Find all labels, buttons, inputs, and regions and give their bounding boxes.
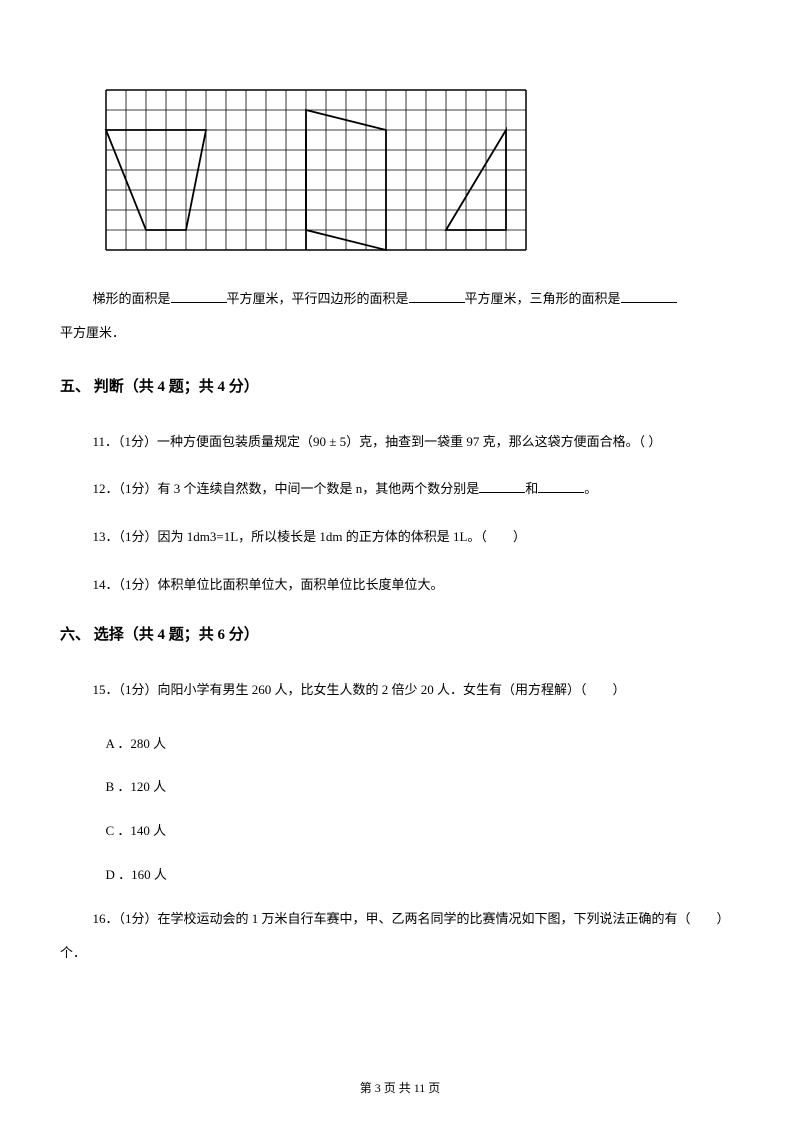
blank-parallelogram <box>409 290 465 303</box>
question-14: 14．（1分）体积单位比面积单位大，面积单位比长度单位大。 <box>60 568 740 602</box>
option-d: D ．160 人 <box>106 858 741 892</box>
fill-mid2: 平方厘米，三角形的面积是 <box>465 291 621 306</box>
question-13: 13．（1分）因为 1dm3=1L，所以棱长是 1dm 的正方体的体积是 1L。… <box>60 520 740 554</box>
blank-trapezoid <box>171 290 227 303</box>
section-5-header: 五、 判断（共 4 题；共 4 分） <box>60 368 740 407</box>
question-16: 16．（1分）在学校运动会的 1 万米自行车赛中，甲、乙两名同学的比赛情况如下图… <box>60 902 740 970</box>
q12-and: 和 <box>525 481 538 496</box>
geometry-figure <box>104 88 740 258</box>
grid-shapes-svg <box>104 88 529 258</box>
option-c: C ．140 人 <box>106 814 741 848</box>
q12-prefix: 12．（1分）有 3 个连续自然数，中间一个数是 n，其他两个数分别是 <box>93 481 480 496</box>
blank-q12-1 <box>479 480 525 493</box>
question-12: 12．（1分）有 3 个连续自然数，中间一个数是 n，其他两个数分别是 和 。 <box>60 472 740 506</box>
option-a: A ．280 人 <box>106 727 741 761</box>
fill-mid1: 平方厘米，平行四边形的面积是 <box>227 291 409 306</box>
q12-suffix: 。 <box>584 481 597 496</box>
fill-in-blank-paragraph: 梯形的面积是 平方厘米，平行四边形的面积是 平方厘米，三角形的面积是平方厘米． <box>60 282 740 350</box>
fill-prefix: 梯形的面积是 <box>93 291 171 306</box>
section-6-header: 六、 选择（共 4 题；共 6 分） <box>60 616 740 655</box>
blank-q12-2 <box>538 480 584 493</box>
option-b: B ．120 人 <box>106 770 741 804</box>
page-footer: 第 3 页 共 11 页 <box>0 1073 800 1104</box>
question-11: 11．（1分）一种方便面包装质量规定（90 ± 5）克，抽查到一袋重 97 克，… <box>60 425 740 459</box>
q15-options: A ．280 人 B ．120 人 C ．140 人 D ．160 人 <box>106 727 741 892</box>
question-15: 15．（1分）向阳小学有男生 260 人，比女生人数的 2 倍少 20 人．女生… <box>60 673 740 707</box>
fill-suffix: 平方厘米． <box>60 325 125 340</box>
blank-triangle <box>621 290 677 303</box>
